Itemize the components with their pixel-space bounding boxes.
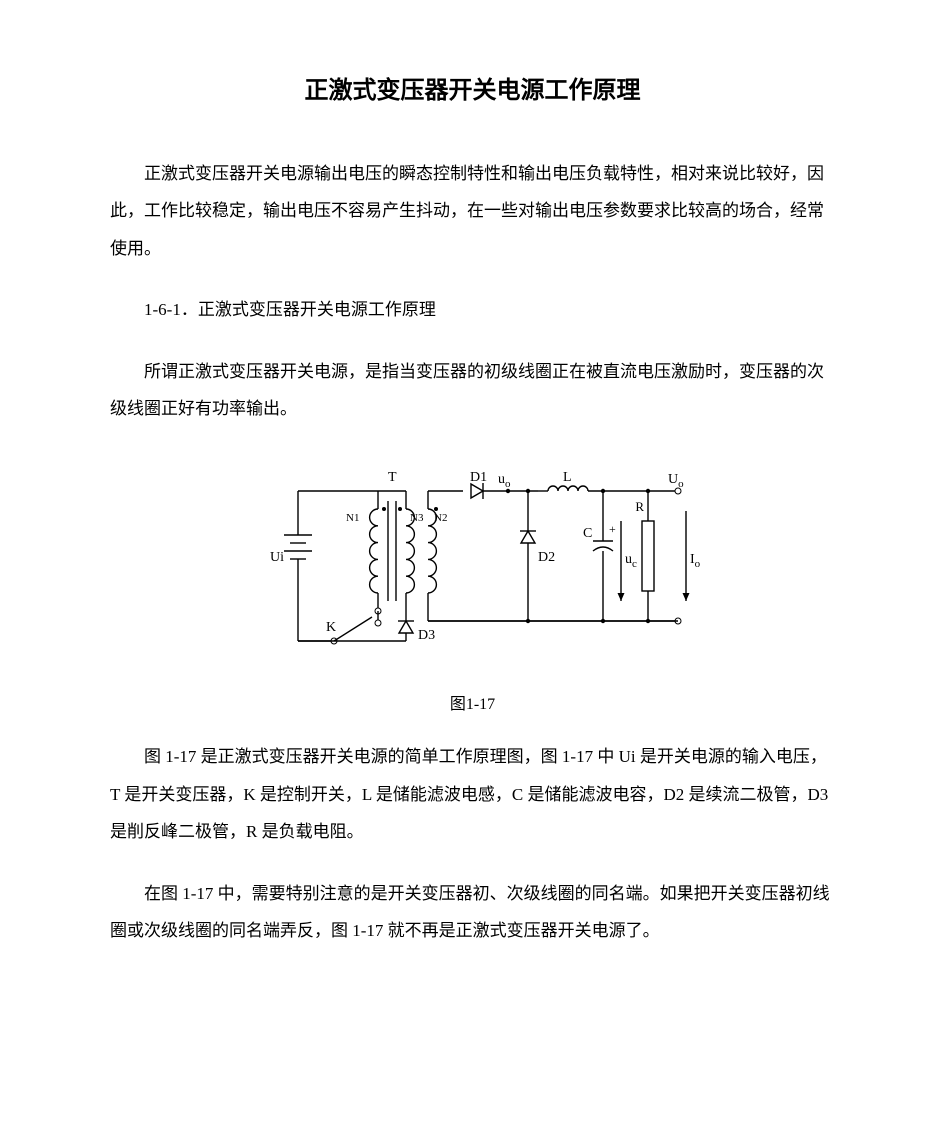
circuit-diagram: Ui N1 K T N3 D3 N2 D1 uo D2 L C + uc R Uo Io [238, 451, 708, 681]
svg-text:L: L [563, 470, 572, 485]
svg-text:R: R [635, 499, 644, 514]
figure-caption: 图1-17 [110, 690, 835, 714]
svg-text:uo: uo [498, 472, 511, 490]
svg-text:D3: D3 [418, 628, 435, 643]
svg-text:K: K [326, 620, 336, 635]
paragraph-1: 正激式变压器开关电源输出电压的瞬态控制特性和输出电压负载特性，相对来说比较好，因… [110, 155, 835, 267]
paragraph-4: 图 1-17 是正激式变压器开关电源的简单工作原理图，图 1-17 中 Ui 是… [110, 738, 835, 850]
svg-text:+: + [609, 522, 616, 536]
figure-1-17: Ui N1 K T N3 D3 N2 D1 uo D2 L C + uc R Uo Io [110, 451, 835, 686]
svg-text:uc: uc [625, 552, 637, 570]
svg-text:N1: N1 [346, 512, 359, 524]
svg-text:T: T [388, 470, 397, 485]
svg-text:Ui: Ui [270, 550, 284, 565]
paragraph-3: 所谓正激式变压器开关电源，是指当变压器的初级线圈正在被直流电压激励时，变压器的次… [110, 353, 835, 428]
svg-text:D1: D1 [470, 470, 487, 485]
svg-text:C: C [583, 526, 592, 541]
section-number: 1-6-1．正激式变压器开关电源工作原理 [110, 291, 835, 328]
document-title: 正激式变压器开关电源工作原理 [110, 70, 835, 105]
svg-text:Uo: Uo [668, 472, 684, 490]
svg-text:D2: D2 [538, 550, 555, 565]
paragraph-5: 在图 1-17 中，需要特别注意的是开关变压器初、次级线圈的同名端。如果把开关变… [110, 875, 835, 950]
svg-text:Io: Io [690, 552, 701, 570]
svg-text:N2: N2 [434, 512, 447, 524]
svg-text:N3: N3 [410, 512, 424, 524]
